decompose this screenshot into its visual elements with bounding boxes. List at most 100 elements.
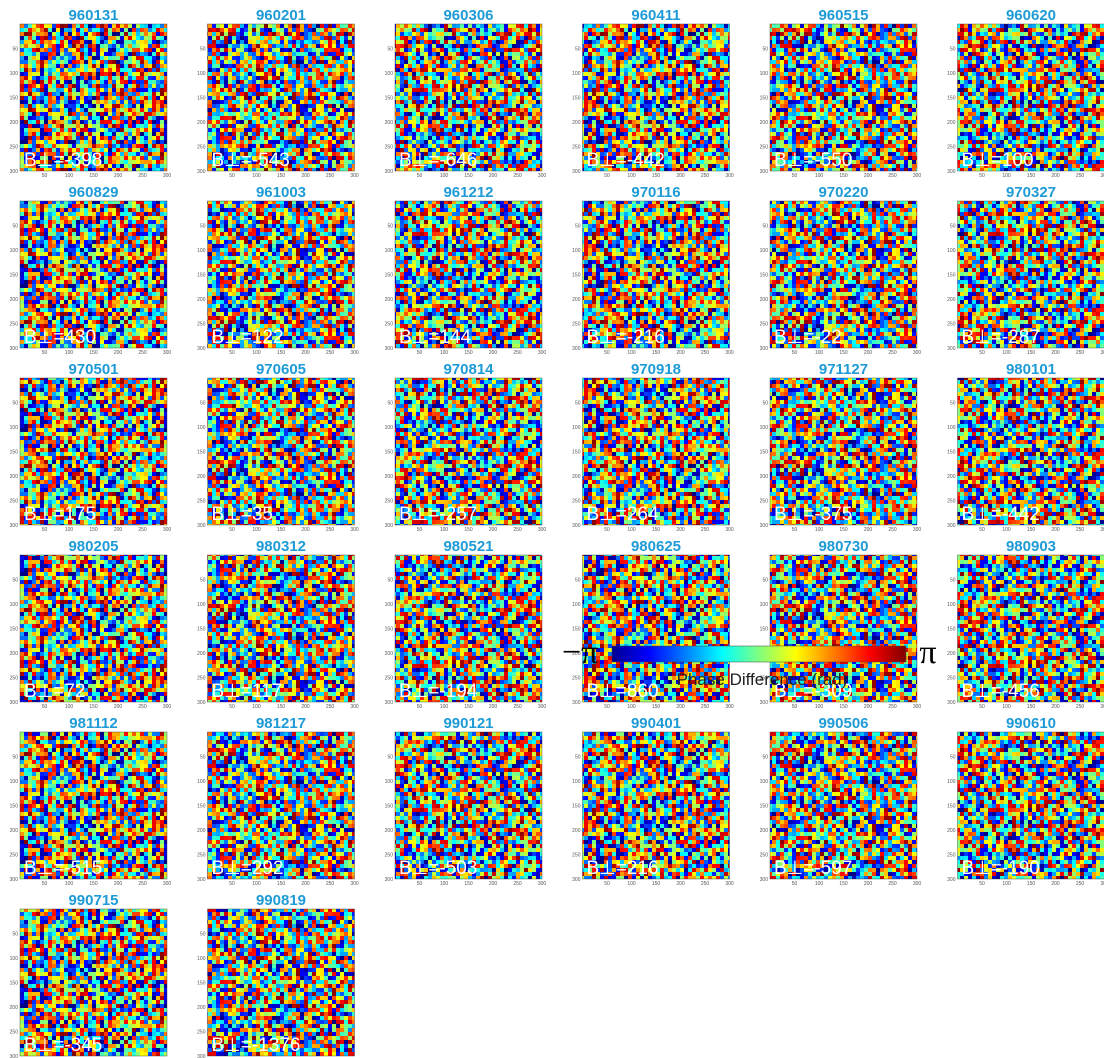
y-tick-label: 100 bbox=[10, 425, 19, 431]
y-tick-label: 150 bbox=[385, 96, 394, 102]
y-tick-label: 100 bbox=[947, 248, 956, 254]
interferogram bbox=[958, 732, 1104, 879]
y-tick-label: 50 bbox=[762, 755, 768, 761]
y-tick-label: 150 bbox=[10, 981, 19, 987]
x-tick-label: 50 bbox=[42, 350, 48, 356]
y-tick-label: 200 bbox=[10, 828, 19, 834]
y-tick-label: 150 bbox=[10, 273, 19, 279]
x-tick-label: 50 bbox=[42, 173, 48, 179]
interferogram bbox=[958, 201, 1104, 348]
y-tick-label: 150 bbox=[760, 804, 769, 810]
panel: 9803125050100100150150200200250250300300… bbox=[197, 538, 359, 710]
y-tick-label: 300 bbox=[572, 346, 581, 352]
x-tick-label: 50 bbox=[604, 881, 610, 887]
x-tick-label: 150 bbox=[277, 527, 286, 533]
baseline-label: B⊥=-345 bbox=[24, 1035, 102, 1056]
panel-title: 961003 bbox=[256, 184, 306, 201]
x-tick-label: 150 bbox=[464, 173, 473, 179]
y-tick-label: 100 bbox=[10, 779, 19, 785]
baseline-label: B⊥=860 bbox=[587, 681, 659, 702]
y-tick-label: 50 bbox=[575, 755, 581, 761]
y-tick-label: 50 bbox=[200, 401, 206, 407]
x-tick-label: 250 bbox=[1076, 527, 1085, 533]
baseline-label: B⊥=-550 bbox=[774, 150, 852, 171]
x-tick-label: 100 bbox=[815, 704, 824, 710]
y-tick-label: 50 bbox=[762, 401, 768, 407]
y-tick-label: 150 bbox=[385, 273, 394, 279]
y-tick-label: 250 bbox=[10, 499, 19, 505]
y-tick-label: 150 bbox=[197, 804, 206, 810]
x-tick-label: 300 bbox=[1100, 173, 1104, 179]
y-tick-label: 50 bbox=[387, 401, 393, 407]
y-tick-label: 300 bbox=[572, 169, 581, 175]
x-tick-label: 100 bbox=[1002, 527, 1011, 533]
x-tick-label: 300 bbox=[350, 350, 359, 356]
x-tick-label: 150 bbox=[652, 173, 661, 179]
y-tick-label: 300 bbox=[760, 523, 769, 529]
y-tick-label: 100 bbox=[10, 248, 19, 254]
x-tick-label: 100 bbox=[440, 350, 449, 356]
y-tick-label: 50 bbox=[950, 401, 956, 407]
x-tick-label: 250 bbox=[701, 173, 710, 179]
panel: 9703275050100100150150200200250250300300… bbox=[947, 184, 1104, 356]
x-tick-label: 250 bbox=[138, 881, 147, 887]
x-tick-label: 100 bbox=[815, 350, 824, 356]
y-tick-label: 50 bbox=[387, 224, 393, 230]
y-tick-label: 250 bbox=[760, 322, 769, 328]
x-tick-label: 300 bbox=[350, 704, 359, 710]
y-tick-label: 50 bbox=[200, 224, 206, 230]
y-tick-label: 50 bbox=[575, 401, 581, 407]
x-tick-label: 100 bbox=[252, 704, 261, 710]
baseline-label: B⊥=144 bbox=[399, 327, 471, 348]
y-tick-label: 250 bbox=[760, 145, 769, 151]
x-tick-label: 100 bbox=[815, 881, 824, 887]
y-tick-label: 100 bbox=[10, 71, 19, 77]
panel: 9907155050100100150150200200250250300300… bbox=[10, 892, 172, 1058]
panel: 9709185050100100150150200200250250300300… bbox=[572, 361, 734, 533]
y-tick-label: 300 bbox=[197, 169, 206, 175]
y-tick-label: 250 bbox=[385, 322, 394, 328]
y-tick-label: 200 bbox=[10, 474, 19, 480]
y-tick-label: 300 bbox=[385, 523, 394, 529]
x-tick-label: 300 bbox=[350, 527, 359, 533]
interferogram bbox=[395, 732, 542, 879]
y-tick-label: 150 bbox=[385, 627, 394, 633]
y-tick-label: 100 bbox=[197, 71, 206, 77]
y-tick-label: 100 bbox=[197, 956, 206, 962]
y-tick-label: 300 bbox=[760, 877, 769, 883]
y-tick-label: 100 bbox=[760, 779, 769, 785]
y-tick-label: 200 bbox=[10, 297, 19, 303]
y-tick-label: 300 bbox=[10, 1054, 19, 1058]
x-tick-label: 150 bbox=[652, 350, 661, 356]
x-tick-label: 200 bbox=[1051, 704, 1060, 710]
y-tick-label: 100 bbox=[947, 71, 956, 77]
x-tick-label: 50 bbox=[792, 173, 798, 179]
y-tick-label: 50 bbox=[575, 578, 581, 584]
y-tick-label: 250 bbox=[385, 499, 394, 505]
x-tick-label: 100 bbox=[252, 527, 261, 533]
y-tick-label: 300 bbox=[947, 346, 956, 352]
y-tick-label: 50 bbox=[12, 401, 18, 407]
panel: 9805215050100100150150200200250250300300… bbox=[385, 538, 547, 710]
interferogram bbox=[208, 378, 355, 525]
y-tick-label: 250 bbox=[572, 145, 581, 151]
panel-title: 990610 bbox=[1006, 715, 1056, 732]
interferogram bbox=[395, 24, 542, 171]
y-tick-label: 300 bbox=[760, 346, 769, 352]
x-tick-label: 150 bbox=[839, 527, 848, 533]
y-tick-label: 100 bbox=[197, 779, 206, 785]
x-tick-label: 150 bbox=[839, 173, 848, 179]
x-tick-label: 150 bbox=[1027, 173, 1036, 179]
y-tick-label: 300 bbox=[197, 346, 206, 352]
y-tick-label: 200 bbox=[10, 1005, 19, 1011]
x-tick-label: 50 bbox=[417, 350, 423, 356]
baseline-label: B⊥=122 bbox=[212, 327, 284, 348]
y-tick-label: 200 bbox=[197, 1005, 206, 1011]
x-tick-label: 250 bbox=[888, 350, 897, 356]
x-tick-label: 150 bbox=[652, 881, 661, 887]
x-tick-label: 300 bbox=[538, 881, 547, 887]
x-tick-label: 200 bbox=[864, 704, 873, 710]
y-tick-label: 200 bbox=[385, 120, 394, 126]
y-tick-label: 300 bbox=[385, 877, 394, 883]
panel-title: 961212 bbox=[443, 184, 493, 201]
